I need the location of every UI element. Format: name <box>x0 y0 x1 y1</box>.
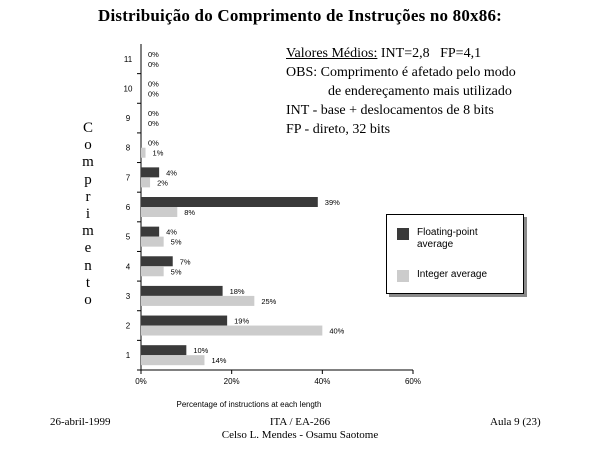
bar-integer <box>141 236 164 247</box>
note-obs: OBS: Comprimento é afetado pelo modo <box>286 65 516 80</box>
y-tick-label: 11 <box>124 55 133 64</box>
y-tick-label: 5 <box>126 233 131 242</box>
bar-integer <box>141 355 205 366</box>
footer-center: ITA / EA-266 Celso L. Mendes - Osamu Sao… <box>0 416 600 442</box>
data-label-floating-point: 0% <box>148 79 159 88</box>
data-label-integer: 0% <box>148 60 159 69</box>
note-int: INT - base + deslocamentos de 8 bits <box>286 103 494 118</box>
bar-integer <box>141 207 178 217</box>
data-label-integer: 14% <box>211 356 226 365</box>
vertical-axis-title-letter: C <box>82 120 93 136</box>
y-tick-label: 2 <box>126 322 131 331</box>
legend-label-integer: Integer average <box>417 269 488 280</box>
y-tick-label: 7 <box>126 173 131 182</box>
bar-floating-point <box>141 167 160 178</box>
footer-lecture: Aula 9 (23) <box>490 416 541 428</box>
data-label-floating-point: 39% <box>325 198 340 207</box>
bar-floating-point <box>141 315 228 326</box>
slide-title: Distribuição do Comprimento de Instruçõe… <box>97 6 503 25</box>
footer-date: 26-abril-1999 <box>50 416 111 428</box>
bar-integer <box>141 325 323 336</box>
bar-floating-point <box>141 256 173 267</box>
vertical-axis-title-letter: o <box>84 137 92 154</box>
vertical-axis-title-letter: m <box>82 154 94 171</box>
bar-floating-point <box>141 345 187 356</box>
legend-swatch-floating-point <box>397 228 409 240</box>
bar-floating-point <box>141 285 223 296</box>
vertical-axis-title-letter: p <box>84 171 92 188</box>
average-values-line: Valores Médios: INT=2,8 FP=4,1 <box>286 44 586 63</box>
x-axis-title: Percentage of instructions at each lengt… <box>177 400 322 409</box>
y-tick-label: 6 <box>126 203 131 212</box>
data-label-integer: 8% <box>184 208 195 217</box>
data-label-floating-point: 0% <box>148 50 159 59</box>
data-label-integer: 0% <box>148 89 159 98</box>
legend-item-integer: Integer average <box>397 269 509 282</box>
legend-swatch-integer <box>397 270 409 282</box>
data-label-integer: 1% <box>153 149 164 158</box>
x-tick-label: 60% <box>405 377 421 386</box>
vertical-axis-title-letter: r <box>85 188 91 205</box>
vertical-axis-title-letter: i <box>85 206 91 223</box>
data-label-floating-point: 4% <box>166 168 177 177</box>
footer-course: ITA / EA-266 <box>269 416 331 428</box>
note-fp: FP - direto, 32 bits <box>286 122 391 137</box>
vertical-axis-title-letter: n <box>84 257 92 274</box>
bar-floating-point <box>141 226 160 237</box>
data-label-integer: 0% <box>148 119 159 128</box>
data-label-floating-point: 7% <box>180 257 191 266</box>
vertical-axis-title-letter: o <box>84 292 92 309</box>
chart-legend: Floating-point average Integer average <box>386 214 524 294</box>
data-label-integer: 2% <box>157 178 168 187</box>
y-tick-label: 1 <box>126 351 131 360</box>
bar-floating-point <box>141 197 318 207</box>
x-tick-label: 20% <box>224 377 240 386</box>
data-label-integer: 5% <box>171 238 182 247</box>
data-label-floating-point: 4% <box>166 228 177 237</box>
average-values-label: Valores Médios: <box>286 46 378 61</box>
average-values: INT=2,8 FP=4,1 <box>380 46 482 61</box>
vertical-axis-title-letter: m <box>82 223 94 240</box>
data-label-integer: 25% <box>261 297 276 306</box>
y-tick-label: 3 <box>126 292 131 301</box>
data-label-floating-point: 10% <box>193 346 208 355</box>
y-tick-label: 8 <box>126 144 131 153</box>
y-tick-label: 9 <box>126 114 131 123</box>
bar-integer <box>141 266 164 277</box>
y-tick-label: 4 <box>126 262 131 271</box>
data-label-floating-point: 19% <box>234 317 249 326</box>
notes-box: Valores Médios: INT=2,8 FP=4,1 OBS: Comp… <box>286 44 586 139</box>
legend-item-floating-point: Floating-point average <box>397 227 509 251</box>
note-obs-continuation: de endereçamento mais utilizado <box>328 84 512 99</box>
legend-label-floating-point: Floating-point average <box>417 227 478 250</box>
vertical-axis-title-letter: e <box>84 240 92 257</box>
vertical-axis-title-letter: t <box>85 274 91 291</box>
bar-integer <box>141 177 151 188</box>
y-tick-label: 10 <box>124 84 133 93</box>
data-label-integer: 40% <box>329 327 344 336</box>
x-tick-label: 40% <box>314 377 330 386</box>
data-label-floating-point: 0% <box>148 139 159 148</box>
footer-authors: Celso L. Mendes - Osamu Saotome <box>221 429 379 441</box>
bar-integer <box>141 147 146 158</box>
data-label-floating-point: 0% <box>148 109 159 118</box>
data-label-floating-point: 18% <box>230 287 245 296</box>
data-label-integer: 5% <box>171 267 182 276</box>
bar-integer <box>141 295 255 306</box>
x-tick-label: 0% <box>135 377 147 386</box>
